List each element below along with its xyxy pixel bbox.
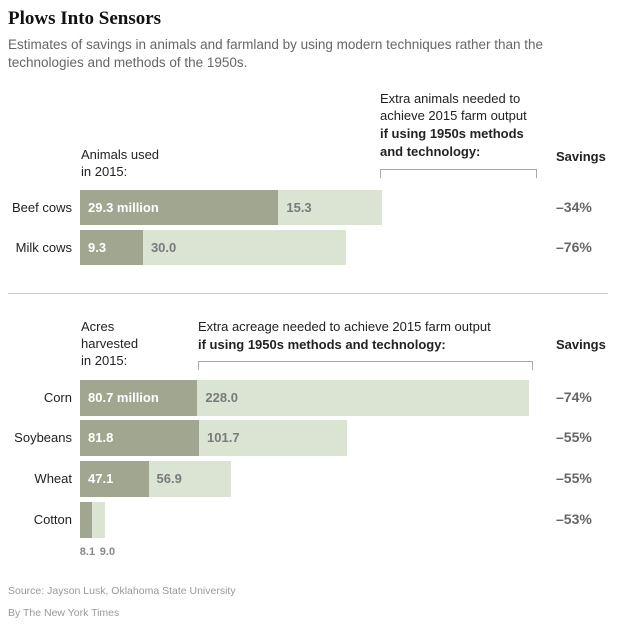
bar-extra-milk-cows: [142, 230, 347, 265]
acres-used-label-2: harvested: [81, 336, 139, 351]
acres-used-label-1: Acres: [81, 319, 115, 334]
acres-extra-bracket: [198, 361, 533, 370]
value-label-current-corn: 80.7 million: [88, 390, 159, 405]
bar-extra-beef-cows: [278, 190, 382, 225]
acres-extra-label-1: Extra acreage needed to achieve 2015 far…: [198, 319, 491, 334]
acres-used-label-3: in 2015:: [81, 353, 128, 368]
bar-extra-corn: [197, 380, 530, 416]
chart-subtitle: Estimates of savings in animals and farm…: [8, 37, 544, 70]
savings-cotton: –53%: [556, 511, 592, 527]
savings-soybeans: –55%: [556, 429, 592, 445]
category-label-cotton: Cotton: [33, 512, 72, 527]
bar-current-beef-cows: [80, 190, 279, 225]
value-label-extra-cotton: 9.0: [99, 546, 116, 558]
value-label-extra-wheat: 56.9: [156, 471, 182, 486]
section-divider: [8, 293, 608, 294]
acres-extra-label-2: if using 1950s methods and technology:: [198, 337, 446, 352]
chart-title: Plows Into Sensors: [8, 8, 162, 29]
animals-used-label-1: Animals used: [81, 147, 160, 162]
bar-current-cotton: [80, 502, 92, 538]
category-label-corn: Corn: [43, 390, 72, 405]
value-label-extra-corn: 228.0: [205, 390, 238, 405]
savings-milk-cows: –76%: [556, 238, 592, 255]
value-label-extra-soybeans: 101.7: [207, 430, 240, 445]
bar-extra-wheat: [148, 461, 232, 497]
savings-beef-cows: –34%: [556, 198, 592, 215]
bar-current-wheat: [80, 461, 149, 497]
animals-extra-label-2: achieve 2015 farm output: [380, 108, 527, 123]
value-label-current-beef-cows: 29.3 million: [88, 199, 159, 215]
savings-corn: –74%: [556, 389, 592, 405]
bar-current-corn: [80, 380, 198, 416]
bar-current-soybeans: [80, 420, 200, 456]
value-label-current-wheat: 47.1: [88, 471, 114, 486]
value-label-current-soybeans: 81.8: [88, 430, 114, 445]
animals-savings-header: Savings: [556, 149, 606, 164]
category-label-wheat: Wheat: [34, 471, 72, 486]
animals-extra-bracket: [380, 169, 537, 178]
value-label-current-cotton: 8.1: [79, 546, 96, 558]
value-label-current-milk-cows: 9.3: [88, 239, 107, 255]
byline: By The New York Times: [8, 607, 120, 619]
animals-extra-label-3: if using 1950s methods: [380, 126, 524, 141]
bar-extra-cotton: [91, 502, 105, 538]
category-label-soybeans: Soybeans: [14, 430, 72, 445]
animals-extra-label-1: Extra animals needed to: [380, 91, 521, 106]
category-label-milk-cows: Milk cows: [15, 239, 72, 255]
savings-wheat: –55%: [556, 470, 592, 486]
animals-used-label-2: in 2015:: [81, 164, 128, 179]
value-label-extra-milk-cows: 30.0: [150, 239, 177, 255]
source-note: Source: Jayson Lusk, Oklahoma State Univ…: [8, 585, 236, 597]
animals-extra-label-4: and technology:: [380, 144, 481, 159]
bar-current-milk-cows: [80, 230, 143, 265]
category-label-beef-cows: Beef cows: [12, 199, 72, 215]
value-label-extra-beef-cows: 15.3: [286, 199, 312, 215]
acres-savings-header: Savings: [556, 337, 606, 352]
bar-extra-soybeans: [199, 420, 347, 456]
